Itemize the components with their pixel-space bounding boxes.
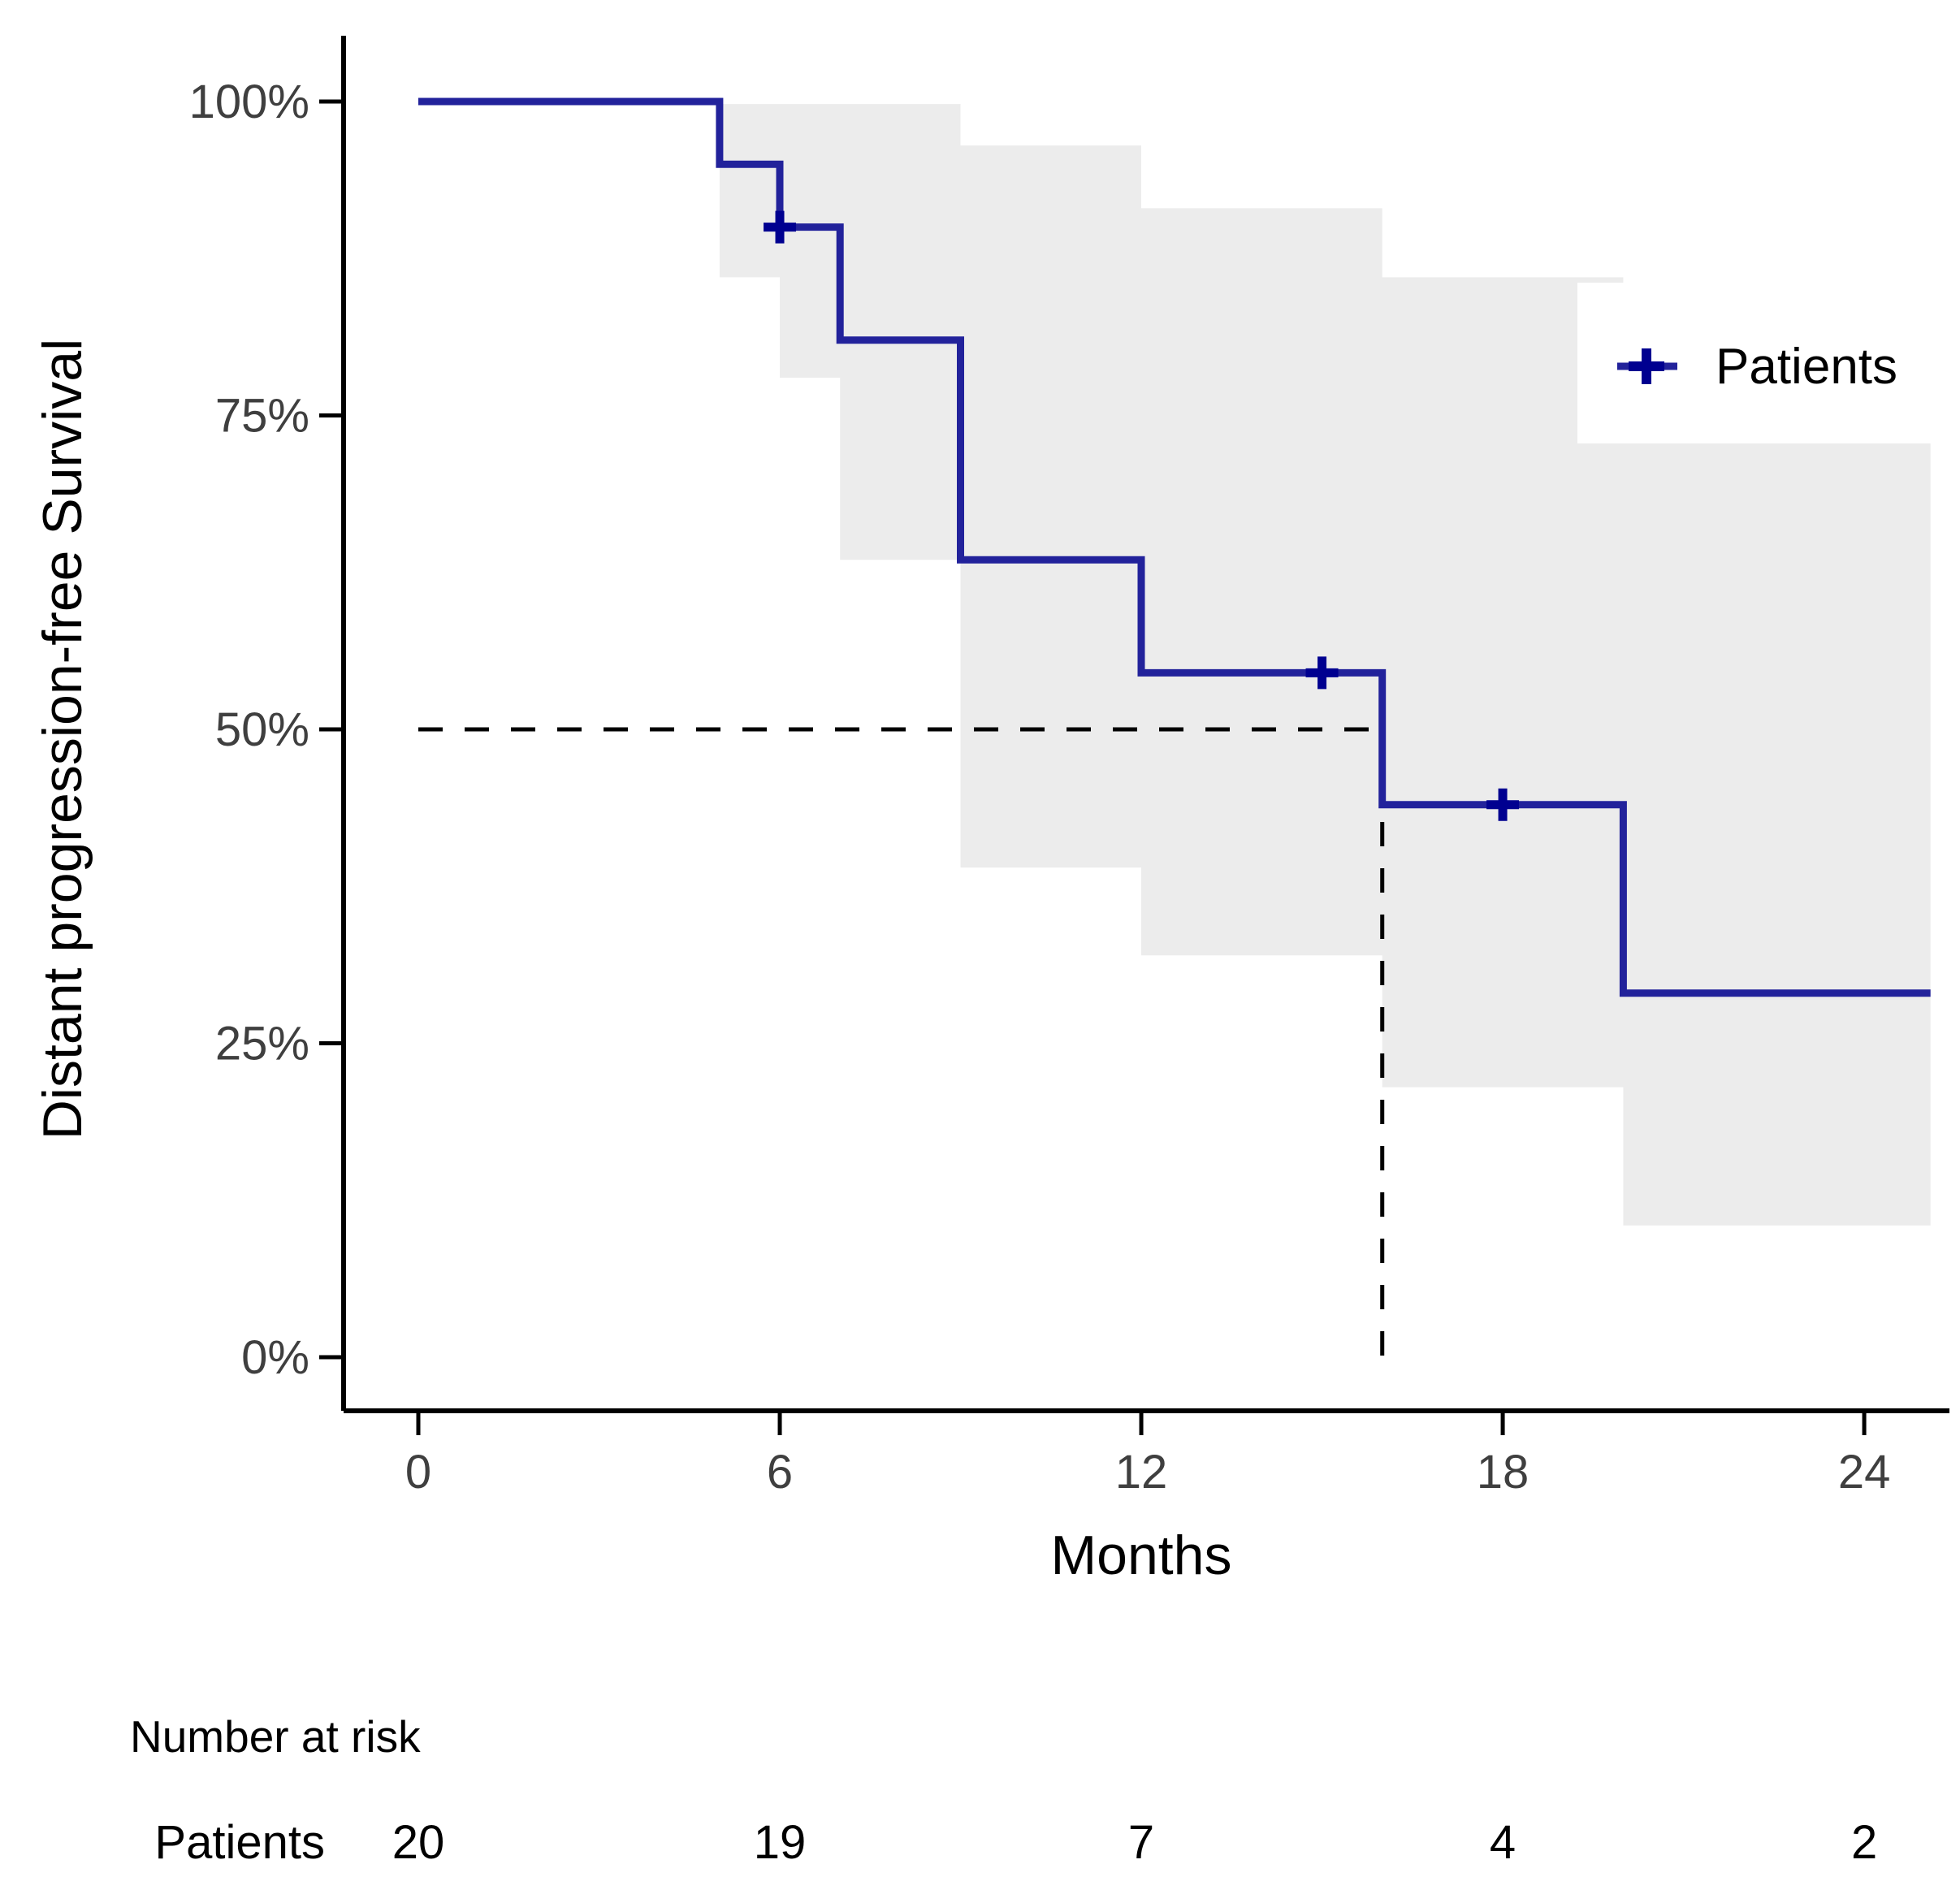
risk-table: Number at risk Patients 20 19 7 4 2 <box>130 1711 1877 1869</box>
x-axis: 0 6 12 18 24 <box>344 1408 1949 1499</box>
risk-count: 19 <box>754 1816 807 1869</box>
y-tick-label: 50% <box>215 703 309 756</box>
censor-marks <box>764 210 1520 821</box>
risk-count: 20 <box>392 1816 445 1869</box>
x-axis-title: Months <box>1051 1525 1232 1586</box>
censor-mark <box>1486 788 1520 821</box>
risk-count: 2 <box>1851 1816 1877 1869</box>
x-tick-label: 6 <box>767 1446 793 1499</box>
risk-table-title: Number at risk <box>130 1711 421 1762</box>
median-reference-lines <box>418 727 1385 1357</box>
legend-label: Patients <box>1716 339 1897 395</box>
y-tick-label: 100% <box>189 76 309 128</box>
y-tick-label: 0% <box>241 1331 309 1384</box>
censor-mark <box>764 210 797 244</box>
legend: Patients <box>1617 339 1897 395</box>
risk-count: 7 <box>1128 1816 1154 1869</box>
risk-row-values: 20 19 7 4 2 <box>392 1816 1877 1869</box>
x-tick-label: 0 <box>405 1446 431 1499</box>
legend-plus-icon <box>1629 348 1664 384</box>
y-axis: 100% 75% 50% 25% 0% <box>189 36 346 1411</box>
x-tick-label: 24 <box>1838 1446 1891 1499</box>
x-tick-label: 18 <box>1477 1446 1529 1499</box>
y-tick-label: 75% <box>215 390 309 443</box>
censor-mark <box>1305 656 1339 690</box>
x-tick-label: 12 <box>1115 1446 1168 1499</box>
risk-row-label: Patients <box>154 1816 325 1869</box>
y-tick-label: 25% <box>215 1018 309 1070</box>
risk-count: 4 <box>1490 1816 1516 1869</box>
y-axis-title: Distant progression-free Survival <box>32 339 93 1140</box>
